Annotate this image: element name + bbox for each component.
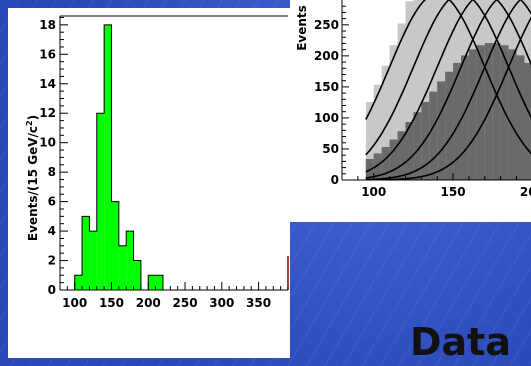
y-tick-label: 4 [48, 224, 56, 238]
inset-y-tick-label: 0 [331, 173, 339, 187]
y-axis-title: Events/(15 GeV/c2) [25, 115, 40, 241]
y-axis-title-text: Events/(15 GeV/c [26, 126, 40, 241]
dark-template-bin [476, 45, 486, 180]
light-template-bin [429, 0, 438, 180]
histogram-bar [111, 201, 119, 290]
light-template-bin [373, 84, 383, 180]
inset-y-tick-label: 50 [322, 142, 339, 156]
histogram-bar [126, 231, 134, 290]
histogram-bar [104, 24, 112, 290]
inset-y-axis-title: Events [295, 5, 309, 51]
template-curve [365, 0, 522, 180]
inset-template-chart: 100 150 200 0 50 100 150 200 250 Events [295, 0, 531, 199]
light-template-bin [413, 0, 422, 180]
histogram-bar [133, 260, 141, 290]
dark-template-bin [437, 81, 446, 180]
histogram-bar [89, 231, 97, 290]
inset-histogram-panel: 100 150 200 0 50 100 150 200 250 Events [290, 0, 531, 222]
dark-template-bin [468, 49, 478, 180]
template-curve [365, 0, 531, 179]
x-tick-label: 250 [173, 296, 198, 310]
histogram-bar [148, 275, 156, 290]
histogram-bar [82, 216, 90, 290]
x-tick-label: 200 [136, 296, 161, 310]
dark-template-bin [492, 43, 502, 180]
dark-template-bin [524, 62, 531, 180]
light-template-bin [365, 101, 375, 180]
x-tick-label: 350 [246, 296, 271, 310]
inset-x-tick-label: 200 [520, 185, 531, 199]
y-tick-label: 18 [39, 18, 56, 32]
inset-x-tick-label: 100 [361, 185, 386, 199]
template-curve [365, 16, 531, 180]
y-tick-label: 0 [48, 283, 56, 297]
dark-template-bin [389, 139, 399, 180]
dark-template-bin [516, 55, 525, 180]
inset-x-tick-label: 150 [441, 185, 466, 199]
template-curve [365, 0, 531, 156]
y-tick-label: 10 [39, 136, 56, 150]
main-axes: 100 150 200 250 300 350 0 2 4 6 8 10 12 14 16 18 [39, 15, 289, 310]
dark-template-bin [508, 49, 518, 180]
y-tick-label: 6 [48, 195, 56, 209]
main-histogram-chart: 100 150 200 250 300 350 0 2 4 6 8 10 12 14 16 18 Events… [25, 15, 289, 310]
inset-y-tick-label: 100 [314, 111, 339, 125]
dark-template-bin [421, 101, 430, 180]
inset-y-tick-label: 150 [314, 80, 339, 94]
histogram-bar [96, 113, 105, 291]
light-template-bin [397, 23, 406, 180]
y-axis-title-superscript: 2 [25, 120, 34, 126]
y-axis-title-suffix: ) [26, 115, 40, 120]
y-tick-label: 2 [48, 254, 56, 268]
dark-template-bin [381, 146, 391, 180]
inset-y-tick-label: 250 [314, 18, 339, 32]
y-tick-label: 16 [39, 47, 56, 61]
dark-template-bin [373, 153, 383, 180]
x-tick-label: 100 [62, 296, 87, 310]
dark-template-bin [413, 112, 422, 180]
dark-template-bin [405, 122, 414, 180]
y-tick-label: 14 [39, 77, 56, 91]
light-template-bin [381, 65, 391, 180]
dark-template-bin [445, 71, 454, 180]
dark-template-bin [453, 62, 462, 180]
y-tick-label: 12 [39, 106, 56, 120]
template-curves [365, 0, 531, 180]
dark-template-bin [397, 131, 406, 180]
main-histogram-panel: 100 150 200 250 300 350 0 2 4 6 8 10 12 14 16 18 Events… [8, 8, 290, 358]
y-tick-label: 8 [48, 165, 56, 179]
inset-y-tick-label: 200 [314, 49, 339, 63]
dark-template-bin [429, 91, 438, 180]
inset-axes: 100 150 200 0 50 100 150 200 250 [314, 0, 531, 199]
light-template-bin [405, 1, 414, 180]
histogram-bar [74, 275, 83, 290]
light-template-bin [421, 0, 430, 180]
data-caption: Data [410, 320, 511, 364]
dark-template-bin [461, 55, 470, 180]
histogram-bar [155, 275, 163, 290]
x-tick-label: 150 [99, 296, 124, 310]
histogram-bar [118, 245, 127, 290]
histogram-bars [74, 24, 164, 291]
template-curve [365, 0, 531, 173]
x-tick-label: 300 [209, 296, 234, 310]
